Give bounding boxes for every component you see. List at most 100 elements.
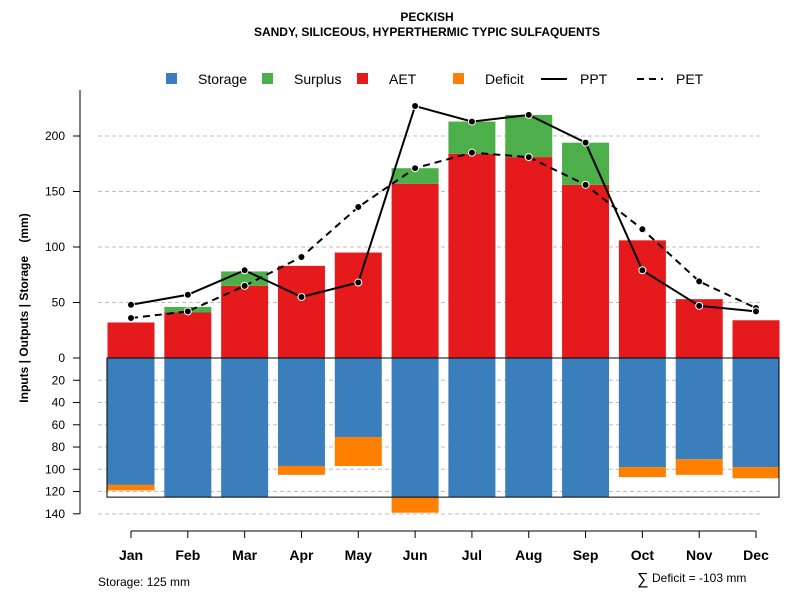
ppt-point-may [354, 278, 363, 287]
deficit-sum-icon: ∑ [637, 571, 648, 588]
legend: Storage Surplus AET Deficit PPT PET [166, 71, 704, 87]
ppt-line [130, 104, 757, 313]
x-tick-label-feb: Feb [175, 547, 200, 563]
y-tick-label-lower-20: 20 [52, 373, 66, 387]
y-tick-label-lower-140: 140 [45, 507, 65, 521]
storage-bar-may [334, 358, 382, 438]
storage-bar-jun [391, 358, 439, 498]
aet-bar-may [334, 252, 382, 358]
storage-bar-sep [562, 358, 610, 498]
legend-swatch-aet [357, 73, 368, 84]
deficit-bar-apr [277, 465, 325, 475]
y-tick-label-lower-80: 80 [52, 440, 66, 454]
storage-bar-mar [221, 358, 269, 498]
x-tick-label-may: May [345, 547, 372, 563]
legend-label-surplus: Surplus [294, 71, 341, 87]
storage-bar-apr [277, 358, 325, 466]
aet-bar-oct [618, 240, 666, 358]
legend-label-ppt: PPT [580, 71, 608, 87]
storage-bar-aug [505, 358, 553, 498]
surplus-bar-aug [505, 114, 553, 158]
aet-bar-sep [562, 184, 610, 358]
pet-point-nov [695, 277, 704, 286]
x-tick-label-apr: Apr [289, 547, 314, 563]
x-tick-label-jan: Jan [119, 547, 143, 563]
ppt-point-jan [127, 300, 135, 309]
aet-bar-mar [221, 285, 269, 358]
y-tick-label-upper-150: 150 [45, 185, 65, 199]
chart-subtitle: SANDY, SILICEOUS, HYPERTHERMIC TYPIC SUL… [254, 25, 600, 39]
y-tick-label-upper-100: 100 [45, 240, 65, 254]
ppt-point-jul [467, 117, 476, 126]
y-tick-label-lower-100: 100 [45, 462, 65, 476]
ppt-point-sep [581, 138, 590, 147]
y-axis-label: Inputs | Outputs | Storage (mm) [17, 213, 31, 402]
ppt-point-apr [297, 292, 306, 301]
x-tick-label-oct: Oct [631, 547, 655, 563]
storage-bar-oct [618, 358, 666, 468]
pet-point-apr [297, 252, 306, 261]
deficit-bar-jun [391, 497, 439, 513]
x-tick-label-nov: Nov [686, 547, 713, 563]
deficit-bar-nov [675, 459, 723, 475]
ppt-point-dec [752, 307, 761, 316]
legend-label-pet: PET [676, 71, 704, 87]
y-tick-label-upper-0: 0 [58, 351, 65, 365]
surplus-bar-jun [391, 168, 439, 184]
deficit-bar-jan [107, 484, 155, 491]
axes: 0 50 100 150 200 20 40 60 80 100 120 140 Jan Feb Mar Ap… [45, 90, 769, 563]
legend-label-aet: AET [389, 71, 417, 87]
y-tick-label-upper-50: 50 [52, 296, 66, 310]
storage-bar-jul [448, 358, 496, 498]
frames [106, 357, 780, 498]
storage-note: Storage: 125 mm [98, 575, 190, 589]
x-tick-label-dec: Dec [743, 547, 769, 563]
ppt-point-mar [240, 266, 249, 275]
ppt-point-jun [411, 102, 420, 111]
y-tick-label-upper-200: 200 [45, 129, 65, 143]
x-tick-label-mar: Mar [232, 547, 257, 563]
bars [107, 114, 780, 513]
aet-bar-dec [732, 320, 780, 358]
pet-point-feb [183, 307, 192, 316]
x-tick-label-jun: Jun [403, 547, 428, 563]
legend-swatch-storage [166, 73, 177, 84]
pet-point-sep [581, 180, 590, 189]
aet-bar-apr [277, 265, 325, 358]
ppt-point-aug [524, 110, 533, 119]
surplus-bar-jul [448, 121, 496, 154]
y-tick-label-lower-60: 60 [52, 418, 66, 432]
legend-label-storage: Storage [198, 71, 247, 87]
x-tick-label-aug: Aug [515, 547, 542, 563]
aet-bar-aug [505, 157, 553, 358]
legend-swatch-surplus [262, 73, 273, 84]
pet-point-oct [638, 225, 647, 234]
legend-label-deficit: Deficit [485, 71, 524, 87]
lines [127, 102, 761, 323]
aet-bar-feb [164, 312, 212, 358]
storage-bar-dec [732, 358, 780, 468]
ppt-point-nov [695, 301, 704, 310]
legend-swatch-deficit [453, 73, 464, 84]
storage-bar-nov [675, 358, 723, 460]
aet-bar-jul [448, 153, 496, 358]
ppt-point-feb [183, 290, 192, 299]
aet-bar-jan [107, 322, 155, 358]
y-tick-label-lower-40: 40 [52, 396, 66, 410]
aet-bar-jun [391, 183, 439, 358]
x-tick-label-jul: Jul [462, 547, 482, 563]
pet-line [130, 151, 757, 320]
pet-point-jan [127, 314, 135, 323]
storage-bar-jan [107, 358, 155, 485]
pet-point-may [354, 203, 363, 212]
chart-title: PECKISH [400, 10, 453, 24]
deficit-note: Deficit = -103 mm [652, 571, 746, 585]
x-tick-label-sep: Sep [573, 547, 599, 563]
pet-point-aug [524, 153, 533, 162]
pet-point-mar [240, 281, 249, 290]
storage-capacity-frame [106, 357, 780, 498]
y-tick-label-lower-120: 120 [45, 485, 65, 499]
deficit-bar-oct [618, 467, 666, 478]
pet-point-jul [467, 148, 476, 157]
